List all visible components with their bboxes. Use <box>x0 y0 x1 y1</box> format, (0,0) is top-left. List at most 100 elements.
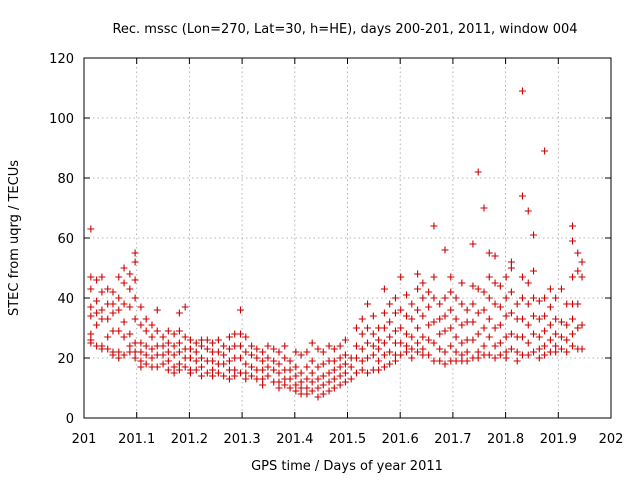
data-point <box>198 363 206 371</box>
data-point <box>414 339 422 347</box>
data-point <box>436 300 444 308</box>
data-point <box>578 345 586 353</box>
data-point <box>281 354 289 362</box>
data-point <box>518 315 526 323</box>
data-point <box>159 333 167 341</box>
data-point <box>286 384 294 392</box>
data-point <box>352 369 360 377</box>
data-point <box>375 336 383 344</box>
data-point <box>131 276 139 284</box>
data-point <box>496 321 504 329</box>
data-point <box>557 333 565 341</box>
data-point <box>159 351 167 359</box>
data-point <box>275 348 283 356</box>
data-point <box>524 351 532 359</box>
data-point <box>164 339 172 347</box>
data-point <box>259 348 267 356</box>
data-point <box>308 378 316 386</box>
data-point <box>578 273 586 281</box>
data-point <box>485 315 493 323</box>
data-point <box>181 303 189 311</box>
x-tick-label: 201.5 <box>329 432 366 447</box>
data-point <box>104 315 112 323</box>
data-point <box>469 240 477 248</box>
data-point <box>458 351 466 359</box>
data-point <box>314 384 322 392</box>
data-point <box>104 345 112 353</box>
data-point <box>491 252 499 260</box>
data-point <box>303 348 311 356</box>
data-point <box>115 306 123 314</box>
data-point <box>430 318 438 326</box>
data-point <box>330 345 338 353</box>
data-point <box>198 372 206 380</box>
data-point <box>436 357 444 365</box>
data-point <box>441 246 449 254</box>
data-point <box>275 378 283 386</box>
data-point <box>148 345 156 353</box>
data-point <box>425 336 433 344</box>
data-point <box>391 294 399 302</box>
data-point <box>220 372 228 380</box>
data-point <box>203 369 211 377</box>
data-point <box>535 297 543 305</box>
data-point <box>137 303 145 311</box>
data-point <box>364 324 372 332</box>
data-point <box>175 339 183 347</box>
data-point <box>159 360 167 368</box>
data-point <box>270 345 278 353</box>
data-point <box>480 306 488 314</box>
data-point <box>403 312 411 320</box>
data-point <box>248 363 256 371</box>
data-point <box>369 312 377 320</box>
data-point <box>314 363 322 371</box>
data-point <box>463 348 471 356</box>
data-point <box>214 336 222 344</box>
data-point <box>186 336 194 344</box>
data-point <box>364 354 372 362</box>
x-axis-label: GPS time / Days of year 2011 <box>251 459 443 474</box>
data-point <box>225 375 233 383</box>
data-point <box>502 294 510 302</box>
data-point <box>98 306 106 314</box>
data-point <box>330 357 338 365</box>
data-point <box>380 309 388 317</box>
data-point <box>319 372 327 380</box>
data-point <box>403 348 411 356</box>
data-point <box>325 342 333 350</box>
data-point <box>225 357 233 365</box>
data-point <box>441 348 449 356</box>
data-point <box>524 321 532 329</box>
data-point <box>186 369 194 377</box>
data-point <box>408 300 416 308</box>
data-point <box>192 348 200 356</box>
data-point <box>325 378 333 386</box>
data-point <box>164 327 172 335</box>
data-point <box>98 273 106 281</box>
data-point <box>414 306 422 314</box>
data-point <box>330 375 338 383</box>
data-point <box>308 387 316 395</box>
data-point <box>153 327 161 335</box>
data-point <box>502 348 510 356</box>
data-point <box>115 354 123 362</box>
data-point <box>109 288 117 296</box>
data-point <box>137 348 145 356</box>
data-point <box>541 351 549 359</box>
data-point <box>557 285 565 293</box>
data-point <box>281 342 289 350</box>
data-point <box>535 315 543 323</box>
data-point <box>530 267 538 275</box>
data-point <box>452 315 460 323</box>
data-point <box>314 393 322 401</box>
x-tick-label: 202 <box>599 432 624 447</box>
data-point <box>142 315 150 323</box>
data-point <box>175 327 183 335</box>
data-point <box>325 369 333 377</box>
data-point <box>513 357 521 365</box>
data-point <box>308 369 316 377</box>
data-point <box>303 375 311 383</box>
data-point <box>281 381 289 389</box>
data-point <box>87 285 95 293</box>
